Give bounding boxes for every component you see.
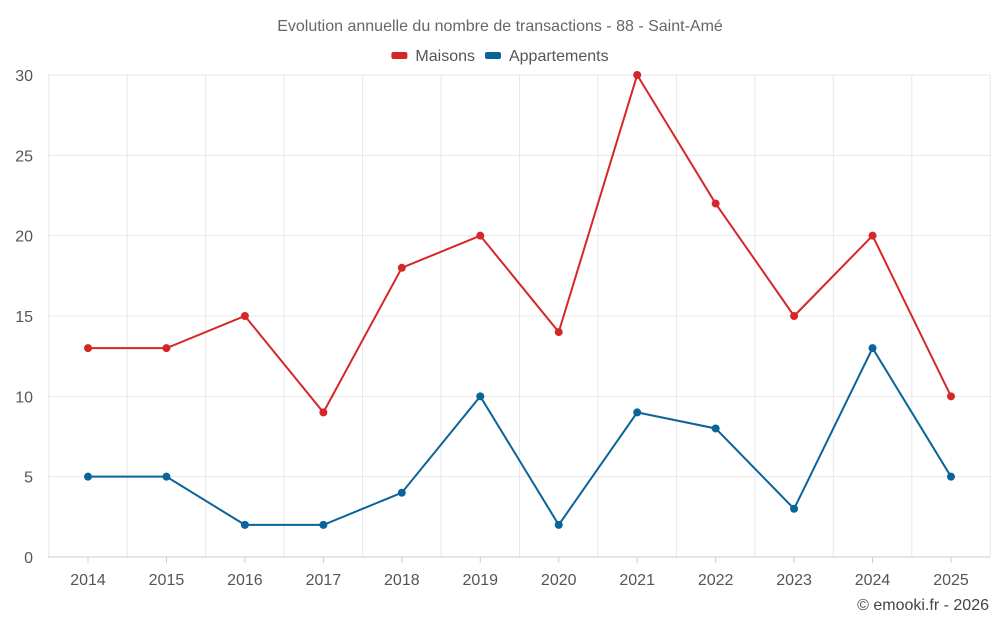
x-axis: 2014 2015 2016 2017 2018 2019 2020 2021 2022 2023…	[48, 556, 990, 589]
data-point-maisons	[476, 231, 485, 240]
x-tick-label: 2017	[306, 572, 342, 589]
legend-item-appartements[interactable]: Appartements	[484, 48, 609, 65]
data-point-maisons	[397, 263, 406, 272]
series-line-maisons	[88, 72, 952, 415]
credit-text: © emooki.fr - 2026	[857, 597, 989, 614]
legend-swatch	[484, 52, 501, 59]
data-point-appartements	[240, 520, 249, 529]
x-tick-label: 2024	[855, 572, 891, 589]
data-point-maisons	[711, 199, 720, 208]
data-point-appartements	[790, 504, 799, 513]
data-point-appartements	[633, 408, 642, 417]
chart-title: Evolution annuelle du nombre de transact…	[277, 18, 723, 35]
data-point-appartements	[162, 472, 171, 481]
legend-swatch	[391, 52, 408, 59]
data-point-appartements	[711, 424, 720, 433]
y-tick-label: 5	[24, 470, 33, 487]
data-point-maisons	[240, 312, 249, 320]
data-point-maisons	[868, 231, 877, 240]
x-tick-label: 2022	[698, 572, 734, 589]
data-point-maisons	[554, 328, 563, 337]
legend-label: Appartements	[509, 48, 609, 65]
x-tick-label: 2023	[776, 572, 812, 589]
legend-item-maisons[interactable]: Maisons	[391, 48, 475, 65]
x-tick-label: 2014	[70, 572, 106, 589]
legend-label: Maisons	[415, 48, 475, 65]
x-tick-label: 2021	[619, 572, 655, 589]
data-point-maisons	[790, 312, 799, 320]
legend: Maisons Appartements	[391, 48, 609, 65]
data-point-maisons	[947, 392, 955, 401]
x-tick-label: 2025	[933, 572, 969, 589]
data-point-appartements	[868, 344, 877, 353]
data-point-maisons	[319, 408, 328, 417]
grid	[48, 74, 991, 557]
data-point-appartements	[554, 520, 563, 529]
y-tick-label: 10	[15, 389, 33, 406]
data-point-appartements	[947, 472, 955, 481]
data-point-maisons	[84, 344, 92, 353]
data-point-maisons	[633, 71, 642, 79]
data-point-maisons	[162, 344, 171, 353]
series-line-appartements	[88, 346, 952, 527]
x-tick-label: 2015	[149, 572, 185, 589]
y-tick-label: 20	[15, 229, 33, 246]
data-point-appartements	[397, 488, 406, 497]
data-point-appartements	[476, 392, 485, 401]
x-tick-label: 2020	[541, 572, 577, 589]
x-tick-label: 2019	[462, 572, 498, 589]
data-point-appartements	[319, 520, 328, 529]
series-group	[84, 71, 955, 529]
y-tick-label: 30	[15, 68, 33, 85]
data-point-appartements	[84, 472, 92, 481]
x-tick-label: 2016	[227, 572, 263, 589]
y-tick-label: 25	[15, 148, 33, 165]
x-tick-label: 2018	[384, 572, 420, 589]
y-tick-label: 15	[15, 309, 33, 326]
y-tick-label: 0	[24, 550, 33, 567]
y-axis: 0 5 10 15 20 25 30	[15, 68, 33, 567]
